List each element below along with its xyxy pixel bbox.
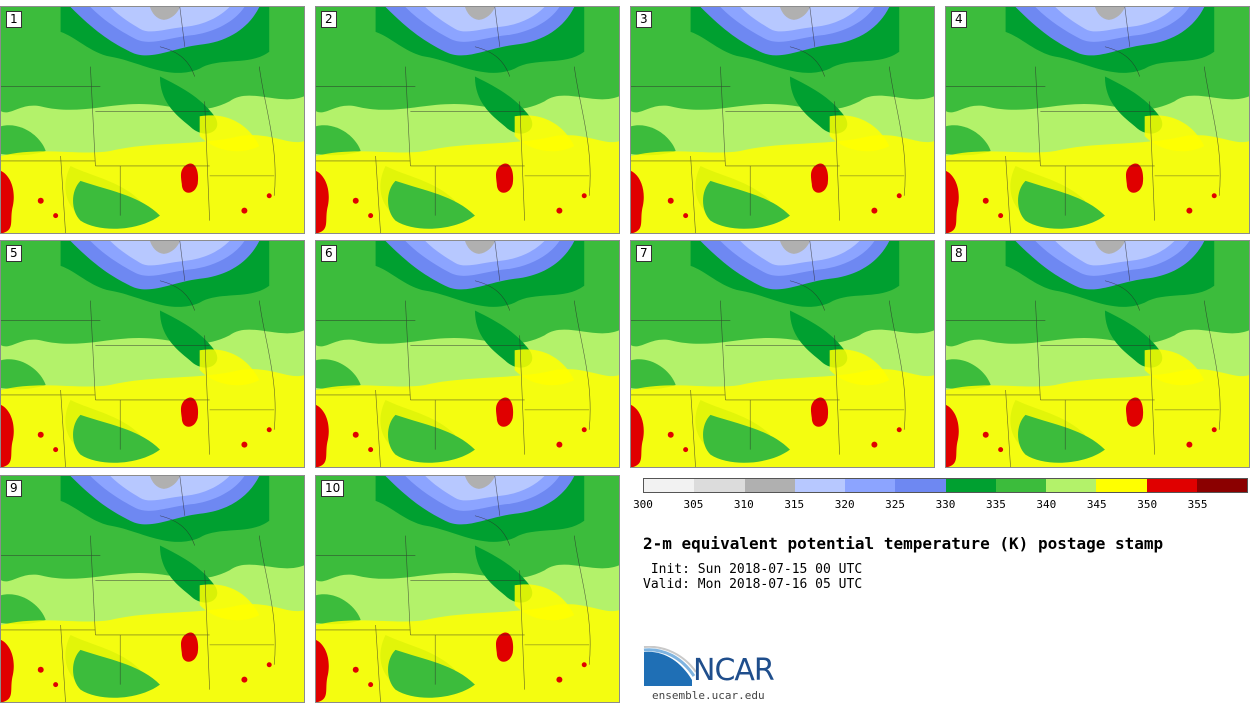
logo-text: NCAR <box>693 653 775 688</box>
colorbar-tick-label: 320 <box>834 498 855 511</box>
postage-stamp-5: 5 <box>0 240 305 468</box>
postage-stamp-8: 8 <box>945 240 1250 468</box>
colorbar-tick-label: 330 <box>935 498 956 511</box>
panel-number: 7 <box>636 245 652 262</box>
map-field <box>1 476 304 702</box>
map-field <box>946 7 1249 233</box>
colorbar-tick-label: 300 <box>633 498 653 511</box>
map-field <box>631 7 934 233</box>
panel-number: 1 <box>6 11 22 28</box>
colorbar-tick-label: 315 <box>784 498 805 511</box>
map-field <box>631 241 934 467</box>
panel-number: 10 <box>321 480 345 497</box>
postage-stamp-9: 9 <box>0 475 305 703</box>
map-field <box>316 7 619 233</box>
colorbar-tick-label: 325 <box>885 498 906 511</box>
panel-number: 4 <box>951 11 967 28</box>
colorbar-segment <box>895 479 946 492</box>
colorbar-tick-label: 335 <box>985 498 1006 511</box>
colorbar <box>643 478 1248 493</box>
colorbar-segment <box>995 479 1046 492</box>
site-url: ensemble.ucar.edu <box>652 689 765 702</box>
colorbar-tick-label: 310 <box>733 498 754 511</box>
plot-title: 2-m equivalent potential temperature (K)… <box>643 534 1164 553</box>
colorbar-tick-label: 305 <box>683 498 704 511</box>
colorbar-tick-label: 355 <box>1187 498 1208 511</box>
colorbar-segment <box>644 479 695 492</box>
colorbar-segment <box>794 479 845 492</box>
colorbar-segment <box>1196 479 1247 492</box>
colorbar-tick-label: 340 <box>1036 498 1057 511</box>
map-field <box>316 476 619 702</box>
postage-stamp-6: 6 <box>315 240 620 468</box>
colorbar-segment <box>1096 479 1147 492</box>
colorbar-tick-label: 345 <box>1086 498 1107 511</box>
postage-stamp-7: 7 <box>630 240 935 468</box>
map-field <box>1 7 304 233</box>
map-field <box>316 241 619 467</box>
colorbar-tick-label: 350 <box>1137 498 1158 511</box>
panel-number: 5 <box>6 245 22 262</box>
colorbar-segment <box>694 479 745 492</box>
postage-stamp-4: 4 <box>945 6 1250 234</box>
colorbar-segment <box>1146 479 1197 492</box>
panel-number: 8 <box>951 245 967 262</box>
valid-time: Valid: Mon 2018-07-16 05 UTC <box>643 577 863 592</box>
init-time: Init: Sun 2018-07-15 00 UTC <box>643 562 863 577</box>
colorbar-segment <box>1046 479 1097 492</box>
colorbar-segment <box>945 479 996 492</box>
postage-stamp-1: 1 <box>0 6 305 234</box>
postage-stamp-10: 10 <box>315 475 620 703</box>
ncar-logo-icon <box>643 646 697 686</box>
postage-stamp-3: 3 <box>630 6 935 234</box>
map-field <box>1 241 304 467</box>
panel-number: 9 <box>6 480 22 497</box>
panel-number: 2 <box>321 11 337 28</box>
panel-number: 3 <box>636 11 652 28</box>
colorbar-segment <box>744 479 795 492</box>
colorbar-segment <box>845 479 896 492</box>
postage-stamp-2: 2 <box>315 6 620 234</box>
panel-number: 6 <box>321 245 337 262</box>
map-field <box>946 241 1249 467</box>
